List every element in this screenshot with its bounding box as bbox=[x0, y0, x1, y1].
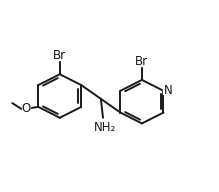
Text: Br: Br bbox=[53, 49, 66, 62]
Text: NH₂: NH₂ bbox=[94, 121, 116, 134]
Text: N: N bbox=[164, 84, 173, 97]
Bar bbox=[52, 52, 68, 60]
Bar bbox=[134, 58, 150, 65]
Bar bbox=[163, 87, 173, 94]
Text: O: O bbox=[22, 102, 31, 115]
Text: Br: Br bbox=[135, 55, 148, 68]
Bar bbox=[22, 105, 30, 112]
